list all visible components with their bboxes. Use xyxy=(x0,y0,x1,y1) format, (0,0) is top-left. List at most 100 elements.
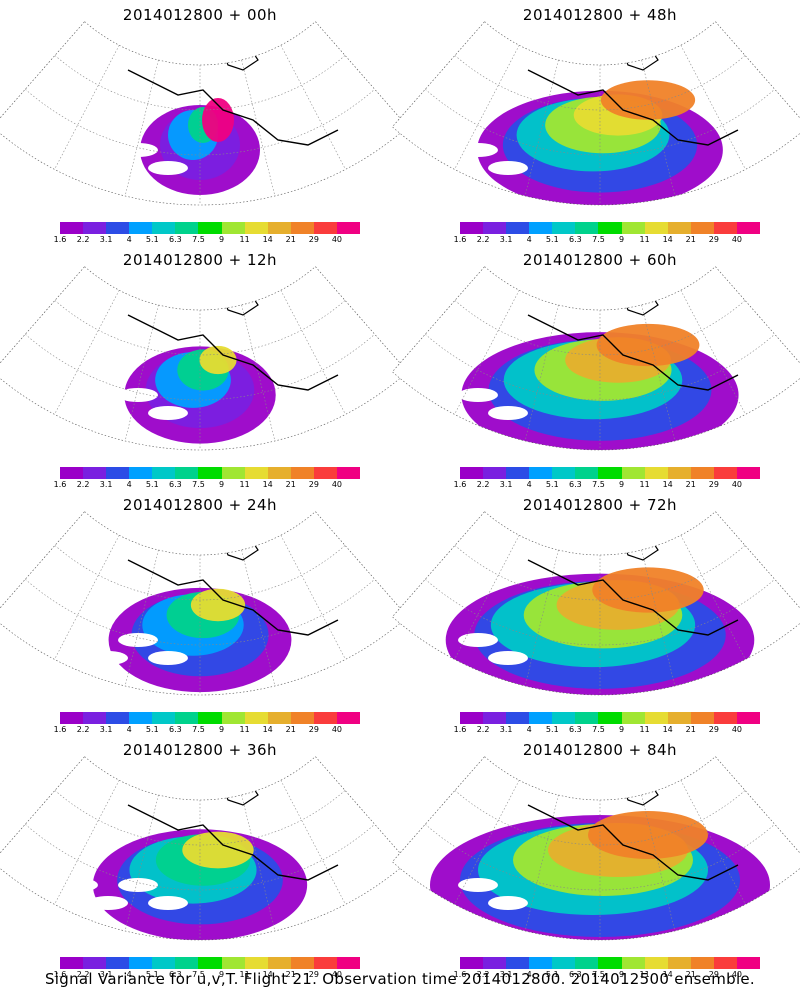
colorbar-swatch xyxy=(621,957,645,969)
panel-title: 2014012800 + 60h xyxy=(522,251,678,269)
colorbar-swatch xyxy=(60,222,84,234)
colorbar-tick-label: 5.1 xyxy=(545,725,559,734)
coastline xyxy=(527,314,739,391)
colorbar-tick-label: 2.2 xyxy=(476,235,490,244)
colorbar-swatch xyxy=(690,467,714,479)
colorbar-swatch xyxy=(575,467,599,479)
colorbar-tick-label: 14 xyxy=(262,480,273,489)
colorbar-tick-label: 2.2 xyxy=(76,725,90,734)
no-data-patch xyxy=(58,143,98,157)
colorbar-tick-label: 3.1 xyxy=(99,725,113,734)
colorbar-swatch xyxy=(621,712,645,724)
panel-title: 2014012800 + 00h xyxy=(122,6,278,24)
colorbar-swatch xyxy=(60,712,84,724)
colorbar-swatch xyxy=(83,467,107,479)
colorbar-tick-label: 29 xyxy=(708,235,719,244)
colorbar-swatch xyxy=(529,467,553,479)
colorbar-swatch xyxy=(483,467,507,479)
colorbar-swatch xyxy=(460,467,484,479)
colorbar-swatch xyxy=(336,957,361,969)
map-border xyxy=(0,756,409,941)
panel-title: 2014012800 + 84h xyxy=(522,741,678,759)
colorbar-swatch xyxy=(221,957,245,969)
colorbar-swatch xyxy=(667,222,691,234)
colorbar-tick-label: 7.5 xyxy=(192,970,205,979)
colorbar-tick-label: 7.5 xyxy=(592,235,605,244)
map-field xyxy=(0,21,408,205)
no-data-patch xyxy=(58,388,98,402)
colorbar-swatch xyxy=(313,712,337,724)
colorbar-tick-label: 14 xyxy=(262,970,273,979)
colorbar xyxy=(60,222,361,234)
colorbar-swatch xyxy=(575,712,599,724)
colorbar-swatch xyxy=(598,957,622,969)
no-data-patch xyxy=(148,406,188,420)
colorbar-tick-label: 3.1 xyxy=(499,725,513,734)
map-plot xyxy=(0,511,409,696)
colorbar-tick-label: 29 xyxy=(708,725,719,734)
colorbar-tick-label: 5.1 xyxy=(545,235,559,244)
colorbar-swatch xyxy=(83,222,107,234)
map-field xyxy=(392,756,800,940)
colorbar-swatch xyxy=(221,222,245,234)
variance-contour xyxy=(592,567,704,613)
colorbar-tick-label: 4 xyxy=(526,725,532,734)
graticule-meridian xyxy=(641,304,676,442)
colorbar-swatch xyxy=(198,957,222,969)
colorbar-swatch xyxy=(129,222,153,234)
colorbar-swatch xyxy=(552,957,576,969)
colorbar-tick-label: 5.1 xyxy=(145,725,159,734)
graticule-meridian xyxy=(454,780,520,905)
graticule-parallel xyxy=(25,89,375,156)
colorbar-tick-label: 21 xyxy=(685,480,696,489)
colorbar-tick-label: 6.3 xyxy=(569,235,582,244)
colorbar-tick-label: 11 xyxy=(239,725,250,734)
colorbar xyxy=(60,467,361,479)
colorbar-tick-label: 2.2 xyxy=(476,480,490,489)
colorbar-tick-label: 4 xyxy=(126,970,132,979)
colorbar-tick-label: 9 xyxy=(218,480,225,489)
colorbar-swatch xyxy=(152,712,176,724)
colorbar-swatch xyxy=(175,222,199,234)
colorbar-tick-label: 4 xyxy=(526,480,532,489)
map-field xyxy=(0,756,408,940)
colorbar-tick-label: 3.1 xyxy=(499,970,513,979)
colorbar-tick-label: 40 xyxy=(731,725,743,734)
colorbar-tick-label: 1.6 xyxy=(53,480,67,489)
colorbar-tick-label: 6.3 xyxy=(169,970,182,979)
colorbar-tick-label: 7.5 xyxy=(192,235,205,244)
coastline xyxy=(527,69,739,146)
colorbar-swatch xyxy=(506,957,530,969)
no-data-patch xyxy=(148,896,188,910)
graticule-parallel xyxy=(54,300,346,356)
colorbar-tick-label: 9 xyxy=(218,235,225,244)
colorbar-swatch xyxy=(221,712,245,724)
no-data-patch xyxy=(118,878,158,892)
colorbar-swatch xyxy=(198,222,222,234)
no-data-patch xyxy=(488,161,528,175)
colorbar-tick-label: 40 xyxy=(731,235,743,244)
colorbar-tick-label: 6.3 xyxy=(569,725,582,734)
colorbar-tick-label: 4 xyxy=(526,970,532,979)
map-field xyxy=(0,511,408,695)
no-data-patch xyxy=(148,161,188,175)
colorbar-tick-label: 5.1 xyxy=(145,235,159,244)
no-data-patch xyxy=(88,161,128,175)
no-data-patch xyxy=(488,406,528,420)
colorbar-swatch xyxy=(60,957,84,969)
map-field xyxy=(392,21,800,205)
colorbar-swatch xyxy=(290,957,314,969)
colorbar-tick-label: 29 xyxy=(308,725,319,734)
colorbar-swatch xyxy=(336,222,361,234)
colorbar-swatch xyxy=(152,467,176,479)
colorbar-swatch xyxy=(290,712,314,724)
colorbar-tick-label: 7.5 xyxy=(592,480,605,489)
panel-lead-36h: 2014012800 + 36h 1.6 2.2 3.1 4 5.1 6.3 7.5 9 11 1… xyxy=(0,735,409,980)
graticule-parallel xyxy=(25,824,375,891)
colorbar-swatch xyxy=(175,712,199,724)
graticule-parallel xyxy=(425,579,775,646)
colorbar-tick-label: 4 xyxy=(126,235,132,244)
colorbar-tick-label: 14 xyxy=(662,235,673,244)
colorbar-swatch xyxy=(336,712,361,724)
